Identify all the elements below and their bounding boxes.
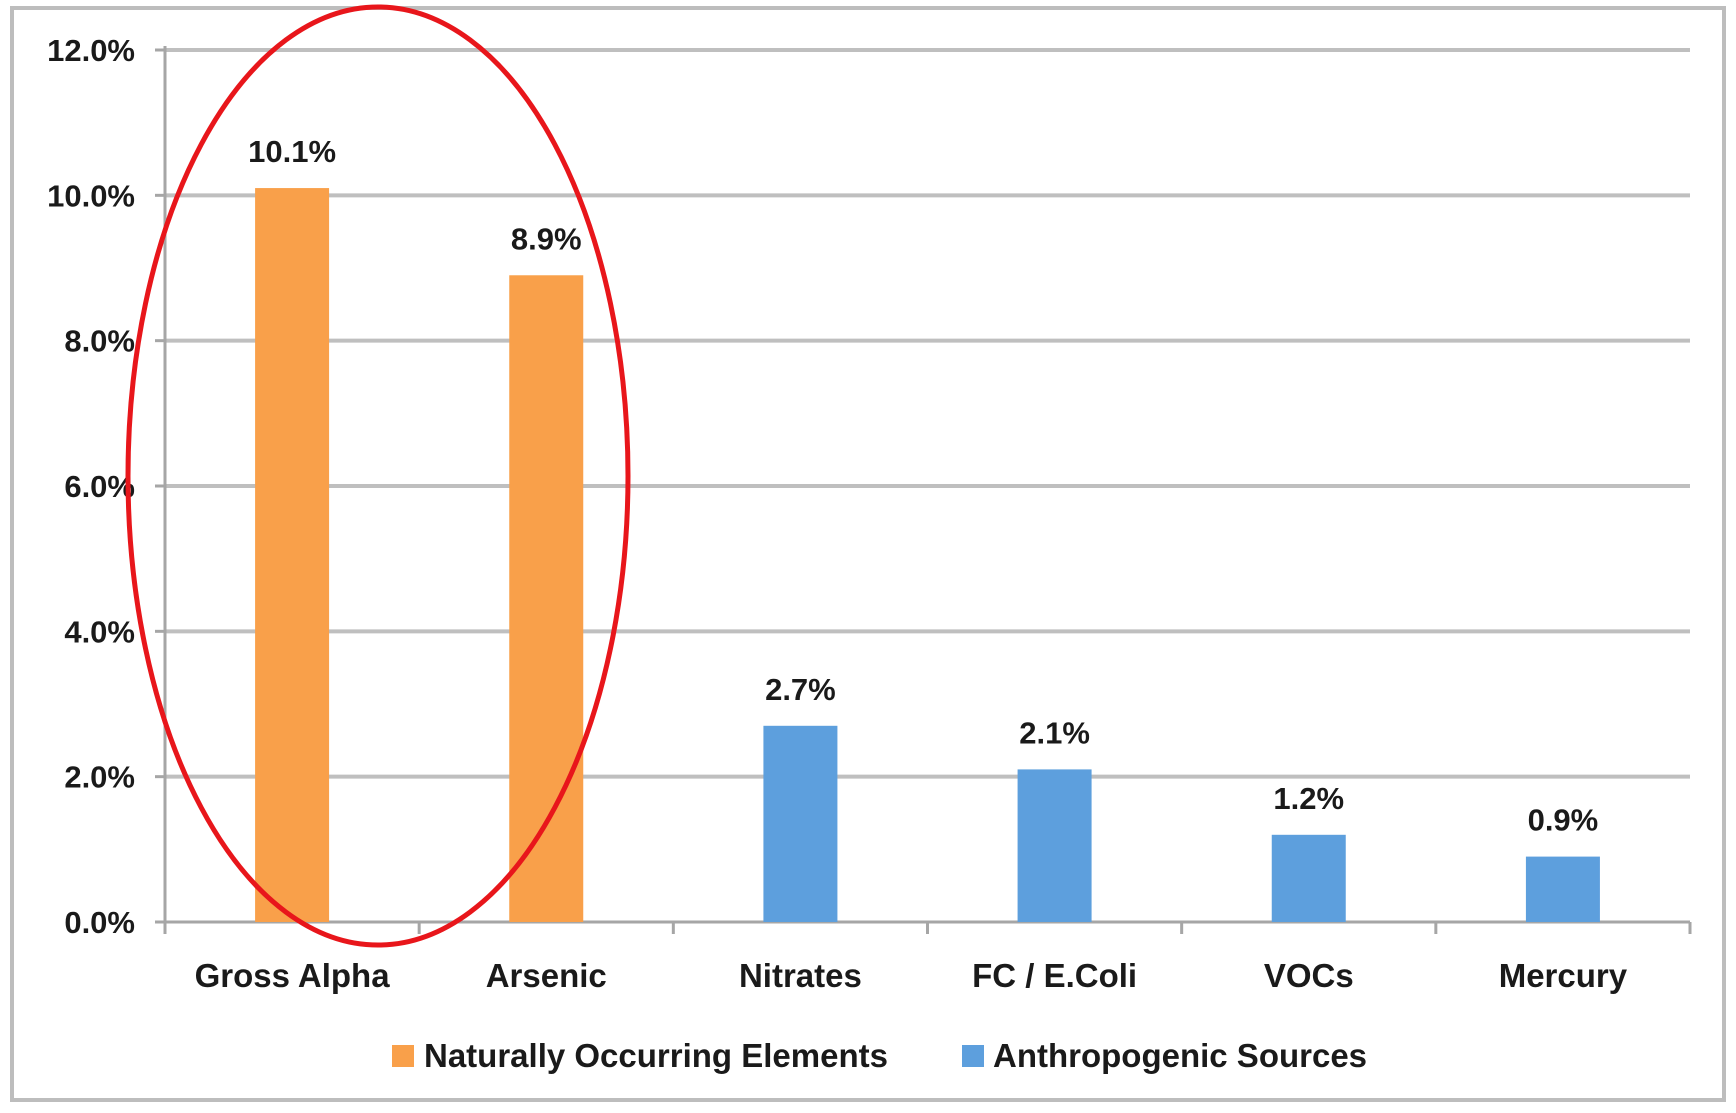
y-tick-label: 4.0% [64,614,135,649]
category-label: Mercury [1499,957,1628,994]
data-label: 8.9% [511,221,582,256]
legend-swatch [392,1045,414,1067]
y-tick-label: 12.0% [47,33,135,68]
category-label: Nitrates [739,957,862,994]
bar-fc-e-coli [1017,769,1092,922]
data-label: 1.2% [1273,781,1344,816]
category-labels: Gross Alpha Arsenic Nitrates FC / E.Coli VOC… [195,957,1628,994]
bars [255,188,1600,923]
y-tick-labels: 0.0% 2.0% 4.0% 6.0% 8.0% 10.0% 12.0% [47,33,135,940]
bar-gross-alpha [255,188,330,923]
category-label: FC / E.Coli [972,957,1137,994]
legend-swatch [962,1045,984,1067]
data-label: 10.1% [248,134,336,169]
axes [155,46,1692,934]
legend-label: Naturally Occurring Elements [424,1037,888,1074]
legend-label: Anthropogenic Sources [993,1037,1367,1074]
annotation-layer [125,4,631,948]
y-tick-label: 10.0% [47,178,135,213]
category-label: Arsenic [486,957,607,994]
highlight-ellipse [125,4,631,948]
legend: Naturally Occurring Elements Anthropogeni… [392,1037,1367,1074]
category-label: VOCs [1264,957,1354,994]
data-label: 2.7% [765,672,836,707]
bar-arsenic [509,275,584,922]
y-tick-label: 8.0% [64,324,135,359]
gridlines [165,48,1690,779]
data-label: 0.9% [1528,803,1599,838]
y-tick-label: 2.0% [64,760,135,795]
bar-nitrates [763,725,838,922]
y-tick-label: 0.0% [64,905,135,940]
y-tick-label: 6.0% [64,469,135,504]
bar-vocs [1271,834,1346,922]
category-label: Gross Alpha [195,957,391,994]
data-label: 2.1% [1019,715,1090,750]
bar-mercury [1525,856,1600,922]
data-labels: 10.1% 8.9% 2.7% 2.1% 1.2% 0.9% [248,134,1598,838]
